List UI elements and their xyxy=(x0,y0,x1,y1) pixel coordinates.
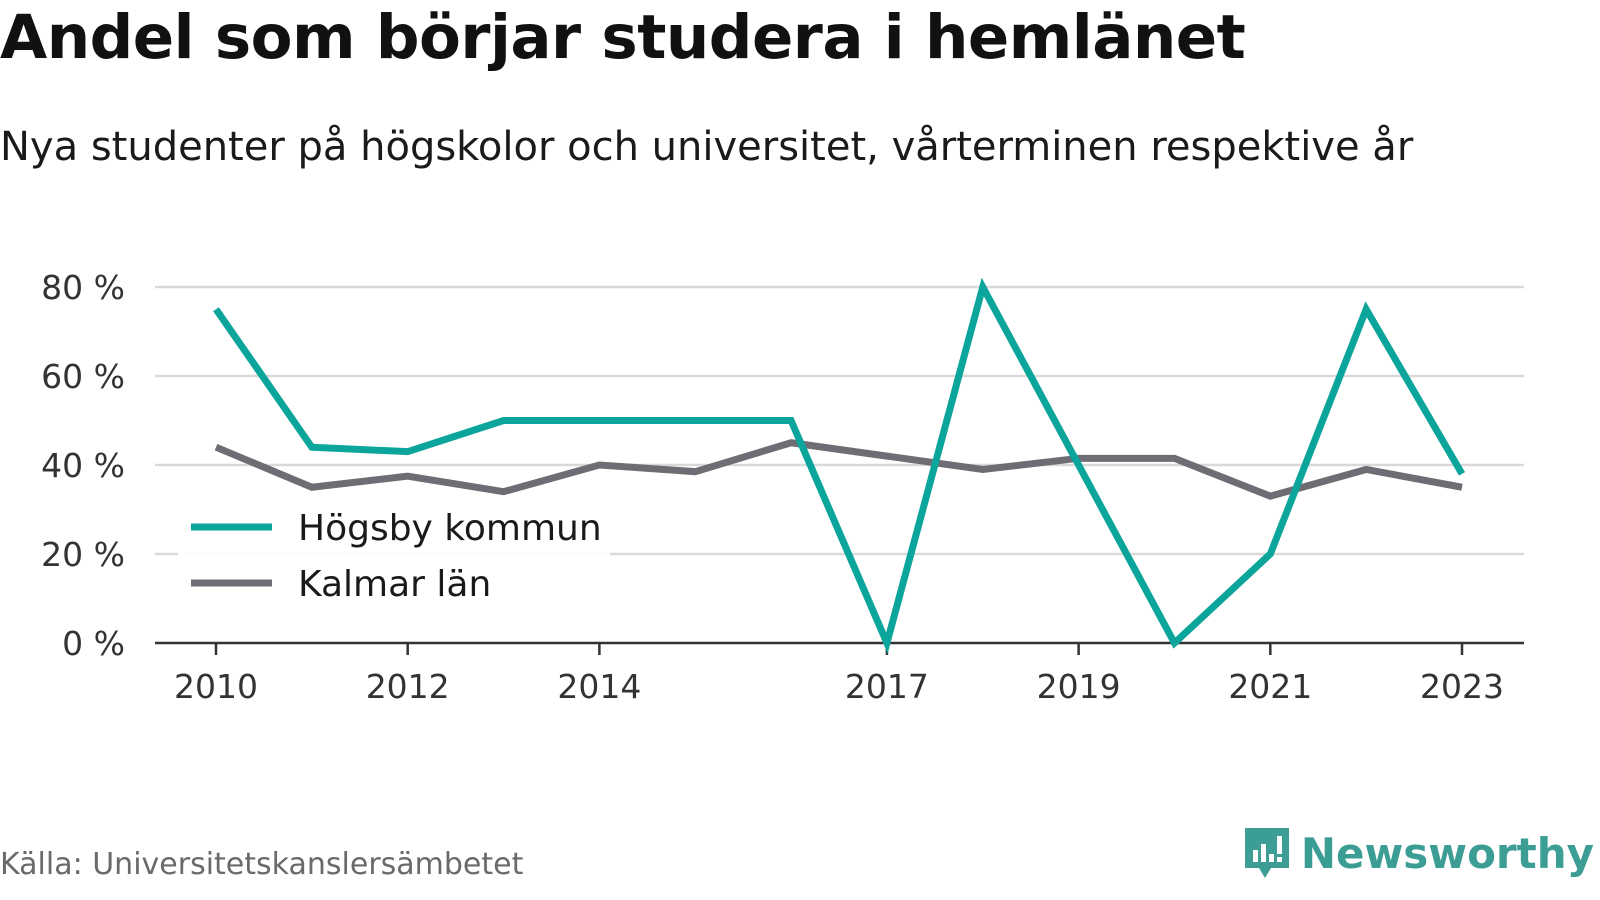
x-tick-label: 2023 xyxy=(1420,667,1504,706)
series-line-hogsby-kommun xyxy=(213,277,1466,654)
y-tick-label: 20 % xyxy=(41,535,125,574)
chart-subtitle: Nya studenter på högskolor och universit… xyxy=(0,124,1414,170)
x-tick-label: 2012 xyxy=(366,667,450,706)
x-tick-label: 2021 xyxy=(1228,667,1312,706)
y-tick-label: 80 % xyxy=(41,268,125,307)
legend-background xyxy=(178,500,610,615)
x-tick-label: 2017 xyxy=(845,667,929,706)
y-tick-label: 0 % xyxy=(62,624,125,663)
brand-name: Newsworthy xyxy=(1300,828,1594,878)
chart-title: Andel som börjar studera i hemlänet xyxy=(0,2,1246,73)
legend-label: Kalmar län xyxy=(298,564,491,605)
x-tick-label: 2010 xyxy=(174,667,258,706)
x-tick-label: 2019 xyxy=(1037,667,1121,706)
y-tick-label: 60 % xyxy=(41,357,125,396)
y-tick-label: 40 % xyxy=(41,446,125,485)
newsworthy-logo-icon xyxy=(1244,828,1289,878)
series-line-kalmar-lan xyxy=(214,439,1463,500)
legend-label: Högsby kommun xyxy=(298,508,602,549)
newsworthy-logo: Newsworthy xyxy=(1241,824,1594,882)
x-tick-label: 2014 xyxy=(557,667,641,706)
source-note: Källa: Universitetskanslersämbetet xyxy=(0,847,524,882)
